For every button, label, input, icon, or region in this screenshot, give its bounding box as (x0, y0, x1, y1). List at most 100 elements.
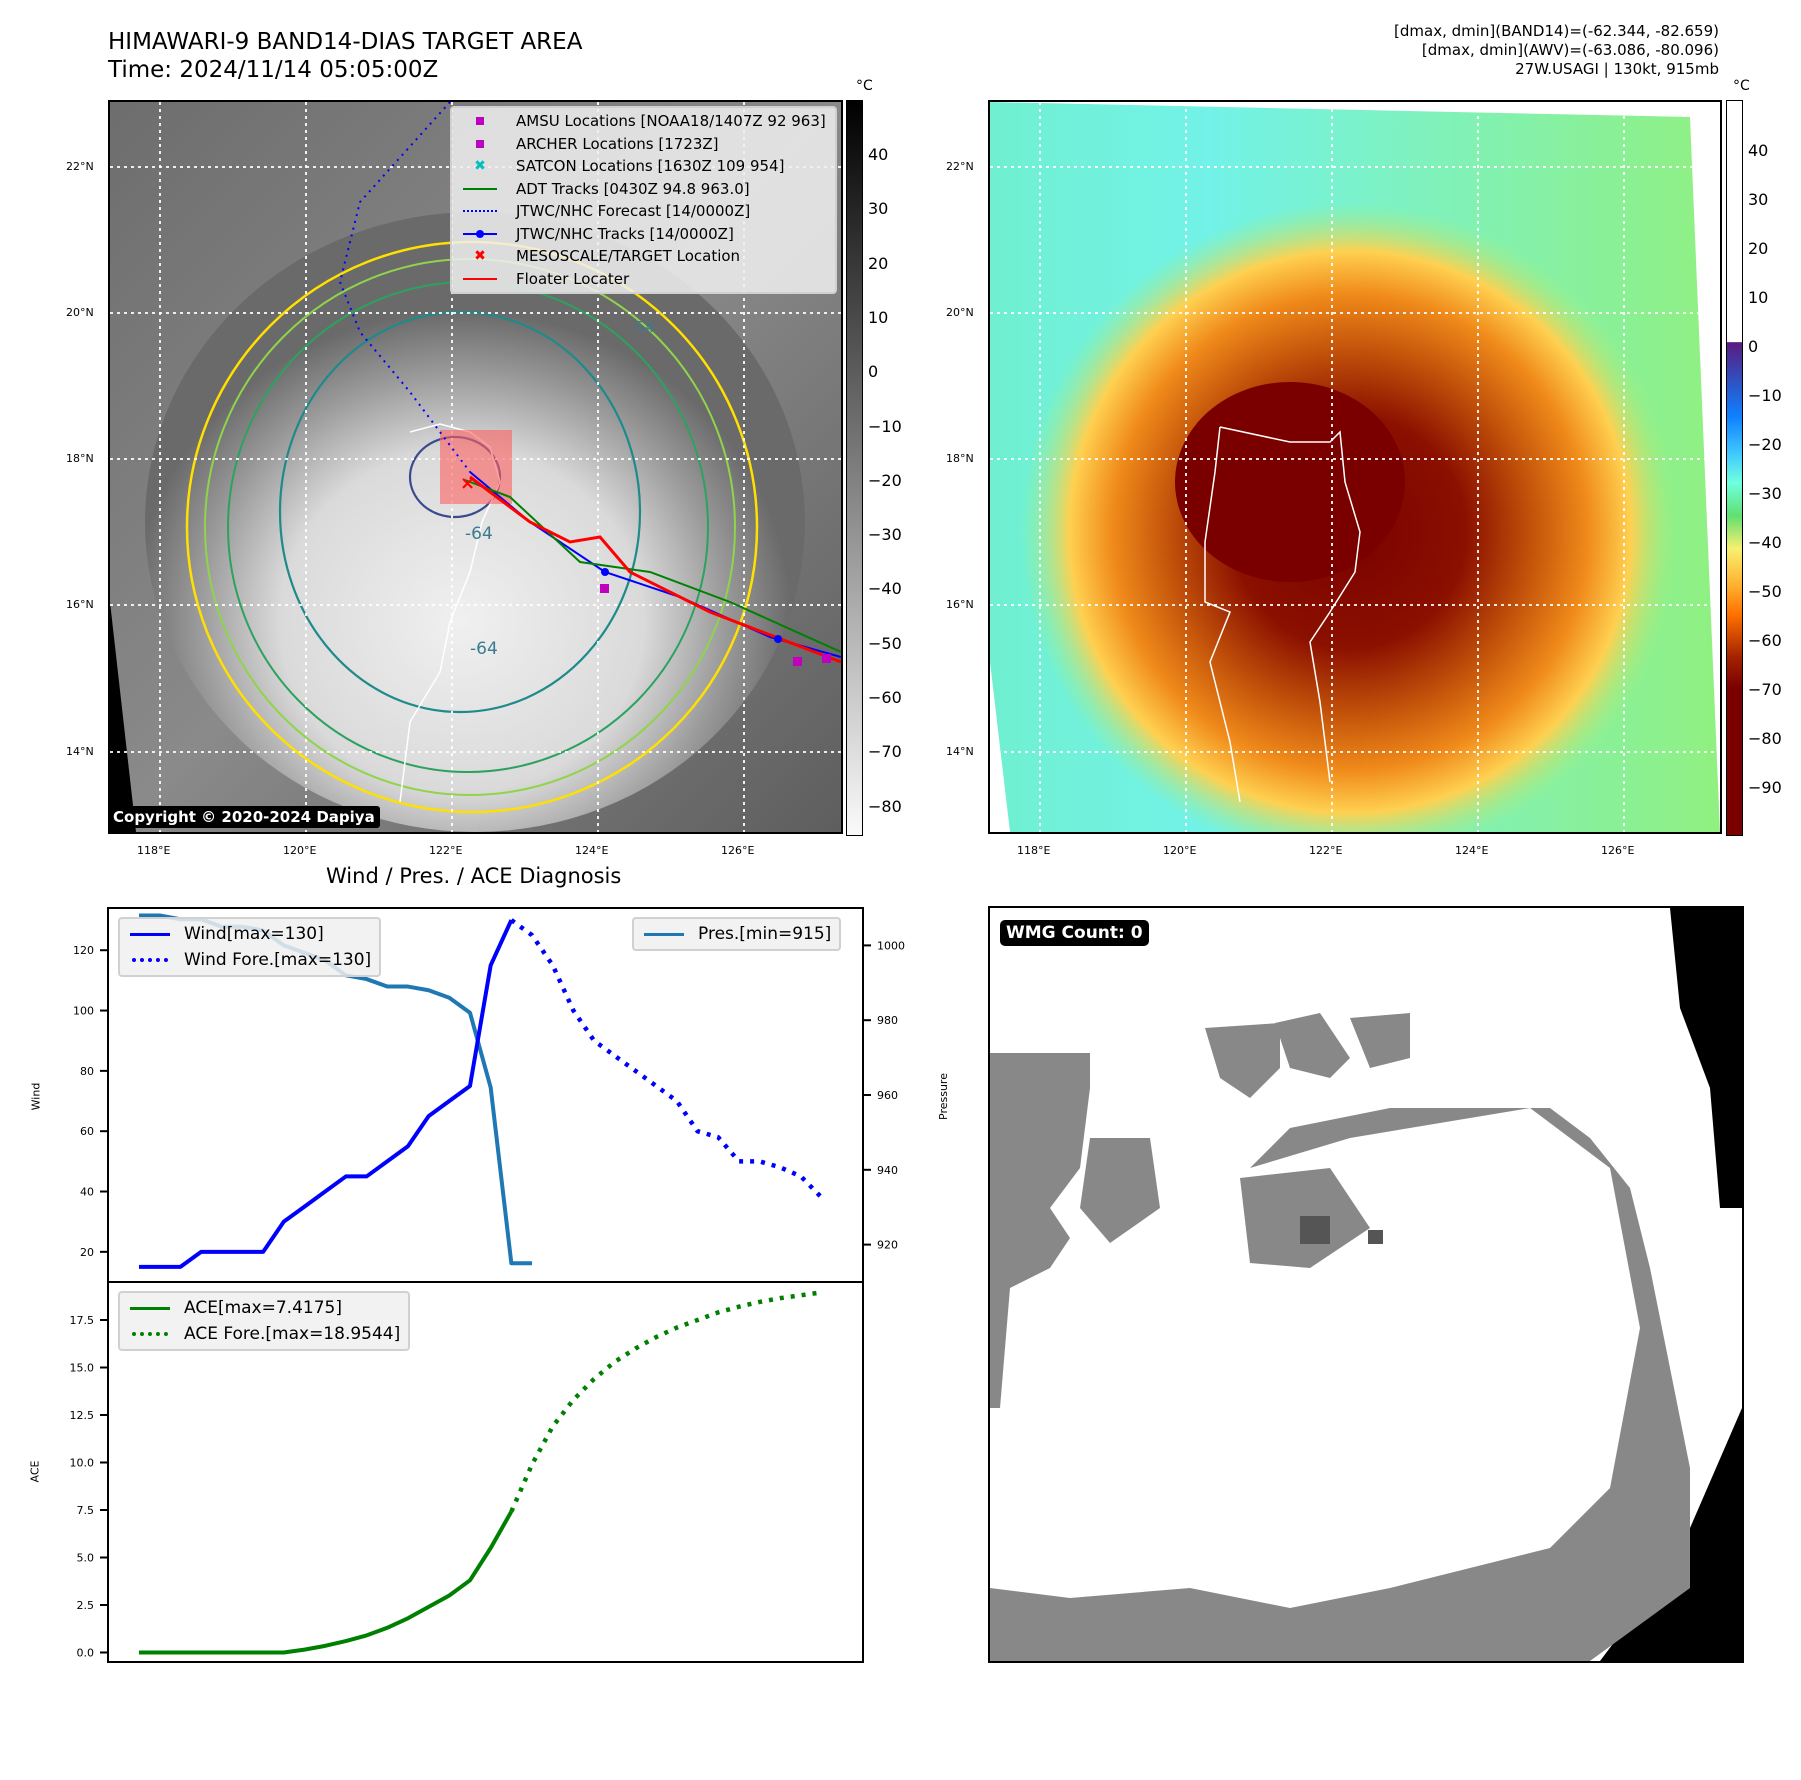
awv-gridlines (990, 102, 1720, 832)
stats-awv: [dmax, dmin](AWV)=(-63.086, -80.096) (1421, 41, 1719, 59)
legend-item-wind: Wind[max=130] (128, 921, 371, 947)
y-tick-label: 2.5 (77, 1599, 95, 1612)
stats-block: [dmax, dmin](BAND14)=(-62.344, -82.659) … (1394, 22, 1719, 79)
contour-label: -54 (630, 318, 655, 336)
target-x-marker: × (460, 473, 475, 494)
legend-item-jtwc-tracks: JTWC/NHC Tracks [14/0000Z] (456, 223, 831, 246)
square-marker-icon (476, 139, 484, 148)
colorbar-tick: 30 (868, 199, 889, 219)
x-marker-icon: ✖ (474, 248, 486, 265)
colorbar-tick: −80 (868, 796, 902, 816)
ir-map-panel: × -64 -64 -54 AMSU Locations [NOAA18/140… (108, 100, 843, 834)
lon-tick: 120°E (283, 844, 317, 857)
pressure-legend: Pres.[min=915] (632, 917, 842, 951)
colorbar-tick: 10 (868, 307, 889, 327)
legend-item-pressure: Pres.[min=915] (642, 921, 831, 947)
contour-label: -64 (470, 639, 498, 659)
ace-forecast-line (509, 1290, 822, 1513)
legend-item-archer: ARCHER Locations [1723Z] (456, 133, 831, 156)
solid-line-icon (463, 277, 497, 280)
legend-item-satcon: ✖ SATCON Locations [1630Z 109 954] (474, 157, 785, 176)
colorbar-tick: −70 (1748, 680, 1782, 699)
colorbar-tick: −10 (868, 416, 902, 436)
dotted-line-icon (132, 1332, 168, 1336)
colorbar-tick: 0 (868, 362, 879, 382)
grayscale-colorbar (846, 100, 863, 836)
colorbar-tick: −50 (868, 633, 902, 653)
dotted-line-icon (132, 958, 168, 962)
awv-cold-core (1175, 382, 1405, 582)
colorbar-tick: −40 (868, 579, 902, 599)
title-line-1: HIMAWARI-9 BAND14-DIAS TARGET AREA (108, 29, 583, 55)
lat-tick: 22°N (66, 160, 94, 173)
contour-teal (278, 310, 642, 714)
jtwc-track-point (601, 568, 609, 576)
copyright-badge: Copyright © 2020-2024 Dapiya (108, 806, 380, 828)
wind-legend: Wind[max=130] Wind Fore.[max=130] (118, 917, 382, 977)
lat-tick: 20°N (946, 306, 974, 319)
square-marker-icon (476, 117, 484, 126)
legend-item-floater: Floater Locater (456, 268, 831, 291)
y-tick-label: 20 (80, 1246, 94, 1259)
y-tick-label: 60 (80, 1125, 94, 1138)
solid-line-icon (130, 932, 170, 936)
lon-tick: 124°E (1455, 844, 1489, 857)
y2-tick-label: 940 (877, 1164, 898, 1177)
wmg-corner-se (1600, 1408, 1742, 1661)
wmg-region-main (990, 1053, 1090, 1408)
solid-line-icon (463, 187, 497, 190)
lat-tick: 14°N (946, 745, 974, 758)
wmg-region-north (1205, 1013, 1410, 1098)
colorbar-tick: −10 (1748, 386, 1782, 405)
y-tick-label: 100 (73, 1005, 94, 1018)
coastline (1204, 426, 1361, 803)
adt-track (464, 479, 841, 653)
wind-forecast-line (510, 918, 824, 1200)
colorbar-unit: °C (1733, 78, 1750, 94)
wmg-region-west (1080, 1138, 1160, 1243)
colorbar-tick: −20 (1748, 435, 1782, 454)
colorbar-tick: −60 (1748, 631, 1782, 650)
archer-marker (822, 654, 831, 663)
lat-tick: 18°N (66, 452, 94, 465)
wind-axis-label: Wind (29, 1082, 43, 1111)
storm-info: 27W.USAGI | 130kt, 915mb (1515, 60, 1719, 78)
y-tick-label: 17.5 (70, 1314, 95, 1327)
wmg-dark-cell (1368, 1230, 1383, 1244)
awv-colorbar (1726, 100, 1743, 836)
awv-map-canvas (990, 102, 1720, 832)
stats-band14: [dmax, dmin](BAND14)=(-62.344, -82.659) (1394, 22, 1719, 40)
wmg-panel (988, 906, 1744, 1663)
colorbar-tick: 40 (868, 145, 889, 164)
y-tick-label: 40 (80, 1186, 94, 1199)
line-dot-icon (463, 229, 497, 238)
chart-title: Wind / Pres. / ACE Diagnosis (326, 864, 622, 888)
lat-tick: 22°N (946, 160, 974, 173)
solid-line-icon (644, 932, 684, 936)
y-tick-label: 15.0 (70, 1362, 95, 1375)
y-tick-label: 10.0 (70, 1457, 95, 1470)
colorbar-tick: −70 (868, 742, 902, 762)
lon-tick: 120°E (1163, 844, 1197, 857)
colorbar-tick: 30 (1748, 190, 1769, 209)
wmg-dark-cell (1300, 1216, 1330, 1244)
y2-tick-label: 1000 (877, 939, 905, 952)
lon-tick: 122°E (1309, 844, 1343, 857)
jtwc-forecast-track (338, 102, 471, 473)
colorbar-tick: −20 (868, 470, 902, 490)
ace-axis-label: ACE (28, 1460, 42, 1483)
lon-tick: 124°E (575, 844, 609, 857)
lat-tick: 16°N (946, 598, 974, 611)
colorbar-tick: −90 (1748, 778, 1782, 797)
y-tick-label: 80 (80, 1065, 94, 1078)
colorbar-tick: 10 (1748, 288, 1769, 307)
colorbar-tick: 0 (1748, 337, 1759, 356)
pressure-axis-label: Pressure (936, 1073, 950, 1120)
amsu-marker (600, 584, 609, 593)
archer-marker (793, 657, 802, 666)
floater-locater-track (469, 475, 841, 664)
ir-cloud-mass (145, 212, 805, 832)
legend-item-ace: ACE[max=7.4175] (128, 1295, 400, 1321)
lon-tick: 122°E (429, 844, 463, 857)
colorbar-tick: −60 (868, 688, 902, 707)
